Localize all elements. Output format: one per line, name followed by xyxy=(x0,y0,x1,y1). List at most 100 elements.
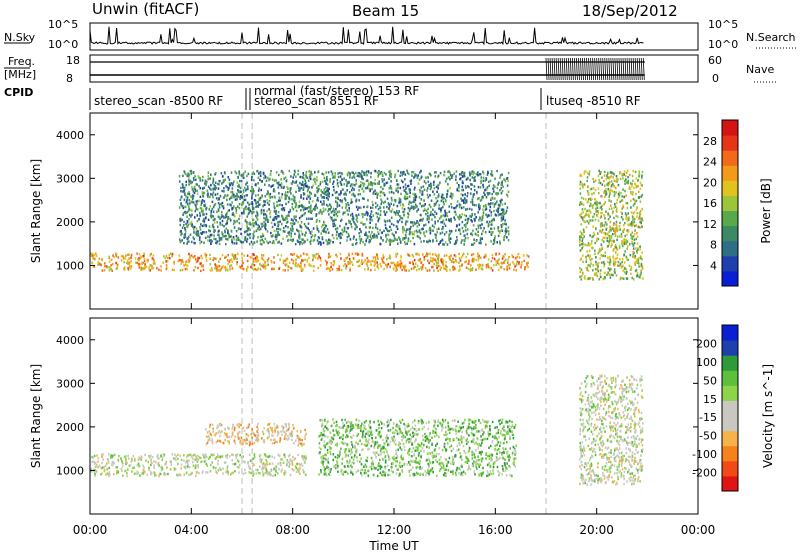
power-y-tick-label: 3000 xyxy=(56,172,84,185)
power-feature-upper-scatter xyxy=(178,169,510,246)
velocity-colorbar-segment xyxy=(722,325,738,341)
nave-burst-stroke xyxy=(602,57,605,81)
power-colorbar-tick-label: 12 xyxy=(703,218,717,231)
velocity-colorbar-segment xyxy=(722,370,738,386)
cpid-strip: CPID stereo_scan -8500 RF normal (fast/s… xyxy=(4,84,641,110)
nave-burst-stroke xyxy=(580,57,582,81)
nave-burst-stroke xyxy=(614,57,617,81)
nave-burst-stroke xyxy=(620,57,623,81)
nave-burst-stroke xyxy=(569,57,572,81)
nave-burst-stroke xyxy=(549,57,552,81)
velocity-feature-negative-velocity-patch xyxy=(205,422,307,447)
velocity-y-tick-label: 2000 xyxy=(56,421,84,434)
power-colorbar-tick-label: 4 xyxy=(710,259,717,272)
nave-burst-stroke xyxy=(628,57,631,81)
nave-burst-stroke xyxy=(632,57,635,81)
power-y-tick-label: 4000 xyxy=(56,129,84,142)
velocity-colorbar-tick-label: -100 xyxy=(692,448,717,461)
velocity-colorbar-segment xyxy=(722,385,738,401)
nsky-trace xyxy=(89,26,644,46)
velocity-colorbar-segment xyxy=(722,340,738,356)
nsearch-label: N.Search xyxy=(746,31,796,44)
nave-burst-stroke xyxy=(610,57,613,81)
nave-burst-stroke xyxy=(636,57,639,81)
nave-burst-stroke xyxy=(561,57,564,81)
velocity-colorbar-segment xyxy=(722,430,738,447)
nave-burst-stroke xyxy=(594,57,597,81)
velocity-x-tick-label: 00:00 xyxy=(681,523,716,537)
cpid-entry-stereo-8551: stereo_scan 8551 RF xyxy=(254,94,379,108)
velocity-x-tick-label: 04:00 xyxy=(174,523,209,537)
power-colorbar-tick-label: 16 xyxy=(703,197,717,210)
cpid-entry-ltuseq: ltuseq -8510 RF xyxy=(546,94,641,108)
power-panel: Slant Range [km] 1000 2000 3000 4000 4 8 12 16… xyxy=(29,112,773,310)
nave-burst-stroke xyxy=(584,57,586,81)
freq-traces xyxy=(90,57,645,81)
nave-burst-stroke xyxy=(578,57,580,81)
nave-tick-low: 0 xyxy=(712,72,719,85)
velocity-x-tick-label: 16:00 xyxy=(478,523,513,537)
velocity-colorbar-tick-label: -15 xyxy=(699,411,717,424)
power-colorbar-segment xyxy=(722,195,738,212)
power-colorbar-tick-label: 8 xyxy=(710,239,717,252)
nave-burst-stroke xyxy=(638,57,641,81)
nave-burst-stroke xyxy=(592,57,595,81)
nave-burst-stroke xyxy=(545,57,548,81)
power-x-ticks xyxy=(89,113,699,309)
power-ylabel: Slant Range [km] xyxy=(29,159,43,263)
nave-burst-stroke xyxy=(634,57,637,81)
nave-burst-stroke xyxy=(626,57,629,81)
nave-burst-stroke xyxy=(606,57,609,81)
nave-label: Nave xyxy=(746,63,774,76)
velocity-y-tick-label: 4000 xyxy=(56,334,84,347)
power-colorbar-segment xyxy=(722,165,738,181)
velocity-colorbar-tick-label: -200 xyxy=(692,467,717,480)
freq-label-1: Freq. xyxy=(8,55,35,68)
velocity-colorbar-tick-label: 200 xyxy=(696,337,717,350)
nave-burst-stroke xyxy=(604,57,607,81)
x-axis-label: Time UT xyxy=(368,539,419,553)
velocity-colorbar-tick-label: 100 xyxy=(696,356,717,369)
velocity-x-tick-label: 20:00 xyxy=(579,523,614,537)
velocity-y-ticks: 1000 2000 3000 4000 xyxy=(56,334,698,477)
velocity-axes-frame xyxy=(89,317,699,515)
power-colorbar-segment xyxy=(722,135,738,151)
velocity-y-tick-label: 1000 xyxy=(56,464,84,477)
nsky-tick-low: 10^0 xyxy=(48,38,78,51)
velocity-ylabel: Slant Range [km] xyxy=(29,364,43,468)
nave-burst-stroke xyxy=(559,57,562,81)
nave-burst-stroke xyxy=(547,57,550,81)
nave-burst-stroke xyxy=(567,57,570,81)
velocity-panel: Slant Range [km] 1000 2000 3000 4000 00:00 0… xyxy=(29,317,775,553)
power-colorbar-segment xyxy=(722,210,738,227)
nave-burst-stroke xyxy=(596,57,599,81)
freq-panel: Freq. [MHz] 18 8 60 0 Nave xyxy=(4,54,776,85)
nsky-panel: N.Sky 10^5 10^0 10^5 10^0 N.Search xyxy=(4,18,796,51)
velocity-colorbar-segment xyxy=(722,355,738,371)
nave-burst-stroke xyxy=(640,57,643,81)
velocity-heatmap xyxy=(90,318,644,514)
power-colorbar-segment xyxy=(722,270,738,287)
nsky-tick-high: 10^5 xyxy=(48,18,78,31)
power-feature-main-band xyxy=(90,252,530,273)
velocity-colorbar-frame xyxy=(721,324,739,492)
beam-title: Beam 15 xyxy=(352,2,419,20)
nave-burst-stroke xyxy=(598,57,601,81)
velocity-colorbar: -200 -100 -50 -15 15 50 100 200 xyxy=(692,324,739,492)
velocity-feature-positive-velocity-band xyxy=(318,418,518,478)
nave-burst-stroke xyxy=(590,57,592,81)
velocity-feature-evening-scatter xyxy=(579,374,644,486)
nave-burst-stroke xyxy=(618,57,621,81)
nave-burst-stroke xyxy=(616,57,619,81)
velocity-colorbar-tick-label: -50 xyxy=(699,430,717,443)
velocity-y-tick-label: 3000 xyxy=(56,377,84,390)
nave-burst-stroke xyxy=(624,57,627,81)
cpid-entry-normal: normal (fast/stereo) 153 RF xyxy=(254,84,419,98)
nave-burst-stroke xyxy=(553,57,556,81)
power-colorbar: 4 8 12 16 20 24 28 xyxy=(703,119,739,287)
power-colorbar-label: Power [dB] xyxy=(759,178,773,243)
power-colorbar-segment xyxy=(722,150,738,166)
cpid-entry-stereo: stereo_scan -8500 RF xyxy=(94,94,223,108)
nsky-label: N.Sky xyxy=(4,31,36,44)
velocity-x-tick-label: 12:00 xyxy=(377,523,412,537)
